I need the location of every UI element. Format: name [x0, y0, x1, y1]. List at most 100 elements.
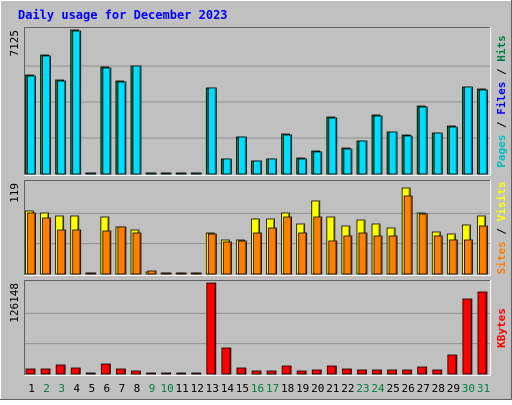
panel-visits-sites-bar-sites-day-24-body: [373, 235, 383, 275]
panel-visits-sites-bar-sites-day-20-shade: [320, 218, 322, 274]
panel-hits-files-pages-bar-files-day-14-shade: [229, 160, 231, 174]
panel-visits-sites-bar-sites-day-6-shade: [109, 232, 111, 274]
panel-visits-sites-bar-sites-day-20: [313, 216, 323, 275]
panel-visits-sites-bar-sites-day-21-shade: [335, 242, 337, 274]
panel-visits-sites-bar-sites-day-5: [87, 272, 97, 275]
x-tick-label-day-31: 31: [477, 382, 490, 395]
x-tick-label-day-13: 13: [206, 382, 219, 395]
panel-visits-sites-bar-sites-day-29: [448, 239, 458, 275]
panel-visits-sites-bar-sites-day-23: [358, 232, 368, 275]
panel-hits-files-pages-bar-files-day-11-body: [177, 172, 187, 175]
panel-visits-sites-bar-sites-day-28-shade: [440, 237, 442, 274]
panel-kbytes-bar-kbytes-day-14-body: [221, 347, 232, 375]
panel-hits-files-pages-bar-files-day-13-shade: [214, 89, 216, 174]
panel-hits-files-pages-bar-files-day-4-shade: [79, 32, 81, 174]
panel-kbytes-bar-kbytes-day-20: [311, 369, 322, 375]
panel-hits-files-pages-bar-files-day-16-body: [253, 160, 262, 175]
panel-hits-files-pages-bar-files-day-7: [117, 81, 127, 175]
panel-visits-sites-bar-sites-day-2-shade: [48, 219, 51, 274]
panel-visits-sites-bar-sites-day-19: [298, 232, 308, 275]
panel-hits-files-pages-bar-files-day-20-body: [313, 151, 323, 175]
panel-hits-files-pages-bar-files-day-24: [373, 115, 383, 175]
panel-visits-sites-bar-sites-day-14-shade: [229, 243, 231, 274]
panel-visits-sites-bar-sites-day-31-body: [479, 225, 488, 275]
panel-visits-sites-bar-sites-day-19-shade: [305, 234, 307, 274]
panel-visits-sites-bar-sites-day-16-shade: [259, 234, 262, 274]
panel-visits-sites-bar-sites-day-15-shade: [244, 242, 247, 274]
panel-visits-sites-bar-sites-day-12-body: [192, 272, 202, 275]
panel-kbytes-bar-kbytes-day-7-body: [116, 368, 126, 375]
panel-kbytes-bar-kbytes-day-24-body: [372, 369, 382, 375]
panel-hits-files-pages-bar-files-day-4: [72, 30, 82, 175]
panel-visits-sites-bar-sites-day-23-body: [358, 232, 368, 275]
panel-visits-sites-bar-sites-day-11: [177, 272, 187, 275]
x-tick-label-day-11: 11: [176, 382, 189, 395]
panel-hits-files-pages-bar-files-day-6: [102, 67, 112, 175]
panel-visits-sites-bar-sites-day-19-body: [298, 232, 308, 275]
panel-hits-files-pages-bar-files-day-20-shade: [320, 153, 322, 174]
panel-hits-files-pages-bar-files-day-2-body: [42, 55, 51, 175]
panel-kbytes-bar-kbytes-day-4-body: [70, 367, 81, 375]
x-tick-label-day-26: 26: [402, 382, 415, 395]
panel-hits-files-pages-bar-files-day-22: [343, 148, 353, 175]
panel-kbytes-y-max-label: 126148: [8, 283, 21, 323]
panel-kbytes-bar-kbytes-day-7: [116, 368, 126, 375]
panel-kbytes-bar-kbytes-day-12: [191, 372, 202, 375]
panel-kbytes-bar-kbytes-day-18-shade: [289, 367, 291, 374]
panel-hits-files-pages-bar-files-day-27-shade: [425, 108, 427, 174]
panel-kbytes-bar-kbytes-day-17-body: [266, 370, 277, 375]
panel-visits-sites-bar-sites-day-11-body: [177, 272, 187, 275]
panel-visits-sites-side-legend-part-1: /: [495, 221, 508, 241]
panel-hits-files-pages-bar-files-day-29-shade: [455, 128, 457, 174]
panel-visits-sites-bar-sites-day-26-body: [403, 195, 413, 275]
x-tick-label-day-12: 12: [191, 382, 204, 395]
panel-visits-sites-bar-sites-day-22-body: [343, 235, 353, 275]
panel-hits-files-pages-bar-files-day-15-shade: [244, 138, 247, 174]
panel-visits-sites-bar-sites-day-3: [57, 229, 67, 275]
panel-hits-files-pages-bar-files-day-12-body: [192, 172, 202, 175]
x-tick-label-day-8: 8: [134, 382, 141, 395]
panel-visits-sites-bar-sites-day-28-body: [433, 235, 443, 275]
panel-kbytes-bar-kbytes-day-4: [70, 367, 81, 375]
panel-kbytes-bar-kbytes-day-17: [266, 370, 277, 375]
panel-kbytes-bar-kbytes-day-27-shade: [425, 368, 427, 374]
panel-visits-sites-bar-sites-day-16-body: [253, 232, 262, 275]
panel-hits-files-pages-bar-files-day-17: [268, 158, 277, 175]
panel-hits-files-pages-bar-files-day-3: [57, 80, 67, 175]
panel-hits-files-pages-bar-files-day-8-shade: [139, 67, 141, 174]
panel-kbytes-bar-kbytes-day-20-body: [311, 369, 322, 375]
panel-visits-sites-bar-sites-day-29-body: [448, 239, 458, 275]
panel-hits-files-pages-bar-files-day-6-shade: [109, 69, 111, 174]
panel-hits-files-pages-bar-files-day-7-body: [117, 81, 127, 175]
panel-kbytes-bar-kbytes-day-10-body: [161, 372, 172, 375]
panel-kbytes-bar-kbytes-day-9-body: [146, 372, 156, 375]
panel-hits-files-pages-bar-files-day-17-shade: [274, 160, 277, 174]
panel-kbytes-side-legend: KBytes: [495, 308, 508, 348]
panel-kbytes-bar-kbytes-day-16-shade: [259, 372, 261, 374]
panel-kbytes-bar-kbytes-day-8-shade: [138, 372, 141, 374]
panel-kbytes-bar-kbytes-day-15: [236, 367, 247, 375]
panel-kbytes-bar-kbytes-day-22: [341, 368, 352, 375]
panel-hits-files-pages-bar-files-day-19-shade: [305, 160, 307, 174]
panel-hits-files-pages-bar-files-day-9-body: [147, 172, 157, 175]
x-tick-label-day-25: 25: [386, 382, 399, 395]
panel-visits-sites-bar-sites-day-7-shade: [124, 228, 126, 274]
panel-kbytes-bar-kbytes-day-29: [447, 354, 458, 375]
panel-visits-sites-bar-sites-day-29-shade: [455, 241, 457, 274]
panel-visits-sites-bar-sites-day-9-body: [147, 270, 157, 275]
panel-visits-sites-bar-sites-day-9: [147, 270, 157, 275]
x-tick-label-day-7: 7: [119, 382, 126, 395]
panel-visits-sites-bar-sites-day-25-body: [388, 235, 398, 275]
panel-visits-sites-bar-sites-day-4: [72, 229, 82, 275]
panel-hits-files-pages-y-max-label: 7125: [8, 30, 21, 57]
panel-hits-files-pages-bar-files-day-2: [42, 55, 51, 175]
panel-visits-sites-bar-sites-day-30-body: [464, 239, 473, 275]
panel-kbytes-bar-kbytes-day-18: [281, 365, 292, 375]
x-tick-label-day-27: 27: [417, 382, 430, 395]
panel-hits-files-pages-bar-files-day-30-body: [464, 86, 473, 175]
panel-visits-sites-bar-sites-day-13: [207, 233, 217, 275]
panel-visits-sites-bar-sites-day-15: [238, 240, 247, 275]
panel-hits-files-pages-bar-files-day-27: [418, 106, 428, 175]
panel-kbytes-bar-kbytes-day-31-shade: [485, 293, 487, 374]
x-tick-label-day-30: 30: [462, 382, 475, 395]
